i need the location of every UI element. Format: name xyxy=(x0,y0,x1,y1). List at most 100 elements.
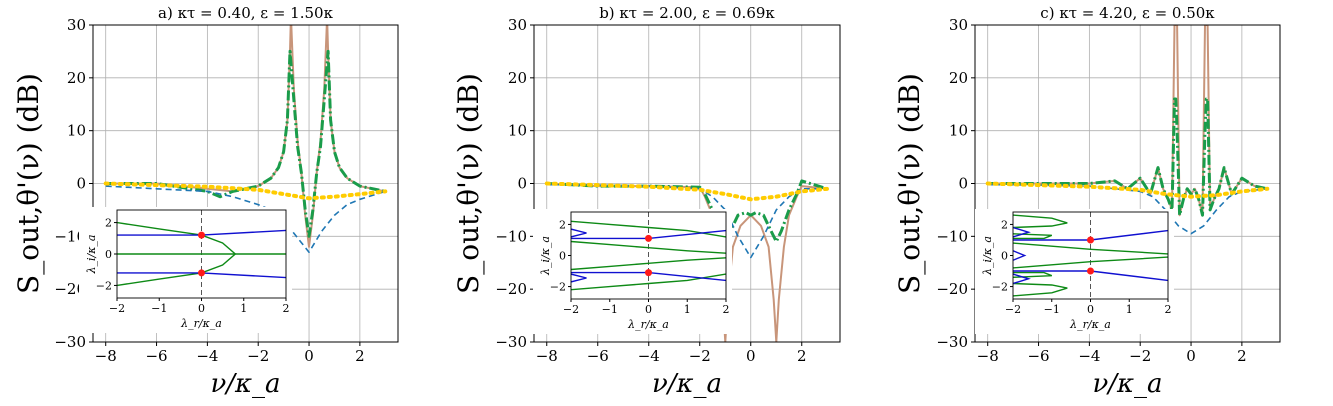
inset-blue-branch xyxy=(571,273,587,283)
inset-x-tick-label: −2 xyxy=(109,302,125,315)
y-tick-label: 0 xyxy=(76,175,86,193)
inset-red-point xyxy=(1087,236,1094,244)
inset-red-point xyxy=(1087,267,1094,275)
series-group xyxy=(544,179,830,342)
x-axis-label: ν/κ_a xyxy=(652,369,722,399)
inset-green-branch xyxy=(1013,214,1068,229)
inset-y-label: λ_i/κ_a xyxy=(981,236,994,276)
x-tick-label: −4 xyxy=(638,347,660,365)
series-dotted xyxy=(544,181,830,202)
inset-blue-branch xyxy=(1013,250,1027,261)
x-tick-label: 2 xyxy=(355,347,365,365)
inset-3: −2 −1 0 1 2 −2 0 2 λ_r/κ_a λ_i/κ_a xyxy=(975,209,1174,334)
x-tick-label: −2 xyxy=(1129,347,1151,365)
inset-x-label: λ_r/κ_a xyxy=(1069,318,1111,331)
inset-y-tick-label: 0 xyxy=(105,248,112,261)
chart-title: b) κτ = 2.00, ε = 0.69κ xyxy=(599,4,775,22)
inset-y-tick-label: 0 xyxy=(559,250,566,263)
series-approx xyxy=(105,49,386,238)
x-tick-label: −4 xyxy=(196,347,218,365)
x-tick-label: −8 xyxy=(536,347,558,365)
x-tick-label: 2 xyxy=(797,347,807,365)
x-axis-label: ν/κ_a xyxy=(1092,369,1162,399)
y-tick-label: −30 xyxy=(495,333,527,351)
y-axis-label: S_out,θ'(ν) (dB) xyxy=(452,73,485,294)
x-tick-label: −4 xyxy=(1078,347,1100,365)
y-tick-label: 10 xyxy=(949,122,968,140)
inset-x-tick-label: 0 xyxy=(645,303,652,316)
y-tick-label: −10 xyxy=(54,227,86,245)
inset-x-tick-label: 2 xyxy=(283,302,290,315)
inset-y-tick-label: −2 xyxy=(96,279,112,292)
inset-green-branch xyxy=(1013,233,1053,240)
inset-x-tick-label: 1 xyxy=(240,302,247,315)
inset-green-branch xyxy=(1013,242,1168,255)
y-tick-label: 20 xyxy=(949,69,968,87)
chart-title: a) κτ = 0.40, ε = 1.50κ xyxy=(158,4,334,22)
y-axis-label: S_out,θ'(ν) (dB) xyxy=(12,73,45,294)
inset-x-tick-label: −1 xyxy=(151,302,167,315)
y-tick-label: 20 xyxy=(508,69,527,87)
inset-x-tick-label: 0 xyxy=(198,302,205,315)
y-tick-label: −10 xyxy=(936,227,968,245)
inset-x-tick-label: 0 xyxy=(1087,303,1094,316)
inset-x-tick-label: 2 xyxy=(723,303,730,316)
series-group xyxy=(103,25,388,253)
x-tick-label: −8 xyxy=(977,347,999,365)
y-tick-label: 10 xyxy=(67,122,86,140)
inset-green-branch xyxy=(1013,271,1053,278)
series-approx xyxy=(546,179,828,244)
series-exact xyxy=(546,182,828,342)
y-tick-label: −30 xyxy=(54,333,86,351)
y-tick-label: 0 xyxy=(517,175,527,193)
x-tick-label: −6 xyxy=(145,347,167,365)
inset-2: −2 −1 0 1 2 −2 0 2 λ_r/κ_a λ_i/κ_a xyxy=(533,209,732,334)
y-tick-label: 30 xyxy=(67,16,86,34)
x-tick-label: 0 xyxy=(304,347,314,365)
inset-blue-branch xyxy=(1013,226,1031,238)
inset-x-tick-label: 1 xyxy=(684,303,691,316)
inset-green-branch xyxy=(1013,282,1068,297)
inset-y-label: λ_i/κ_a xyxy=(539,236,552,276)
y-axis-label: S_out,θ'(ν) (dB) xyxy=(893,73,926,294)
inset-red-point xyxy=(198,269,205,277)
inset-x-tick-label: 2 xyxy=(1165,303,1172,316)
series-dashed xyxy=(546,183,828,259)
y-tick-label: −20 xyxy=(495,280,527,298)
series-approx xyxy=(987,97,1268,217)
inset-y-tick-label: 2 xyxy=(105,217,112,230)
series-dotted xyxy=(985,181,1270,199)
y-tick-label: 30 xyxy=(949,16,968,34)
x-tick-label: −8 xyxy=(95,347,117,365)
inset-y-label: λ_i/κ_a xyxy=(85,235,98,275)
y-tick-label: −10 xyxy=(495,227,527,245)
inset-background xyxy=(533,209,732,334)
inset-red-point xyxy=(645,234,652,242)
chart-title: c) κτ = 4.20, ε = 0.50κ xyxy=(1040,4,1215,22)
inset-blue-branch xyxy=(571,228,587,238)
inset-x-tick-label: −2 xyxy=(1005,303,1021,316)
y-tick-label: 30 xyxy=(508,16,527,34)
inset-x-tick-label: −1 xyxy=(1044,303,1060,316)
inset-x-tick-label: −2 xyxy=(563,303,579,316)
series-dotted xyxy=(103,181,388,201)
inset-blue-branch xyxy=(1013,273,1031,285)
inset-y-tick-label: −2 xyxy=(550,281,566,294)
x-tick-label: −6 xyxy=(1027,347,1049,365)
inset-x-label: λ_r/κ_a xyxy=(627,318,669,331)
x-tick-label: −2 xyxy=(689,347,711,365)
inset-x-label: λ_r/κ_a xyxy=(180,317,222,330)
inset-red-point xyxy=(198,231,205,239)
y-tick-label: 10 xyxy=(508,122,527,140)
inset-green-branch xyxy=(571,240,726,254)
x-tick-label: 2 xyxy=(1237,347,1247,365)
y-tick-label: −20 xyxy=(936,280,968,298)
y-tick-label: 20 xyxy=(67,69,86,87)
inset-y-tick-label: −2 xyxy=(992,281,1008,294)
inset-y-tick-label: 0 xyxy=(1001,250,1008,263)
